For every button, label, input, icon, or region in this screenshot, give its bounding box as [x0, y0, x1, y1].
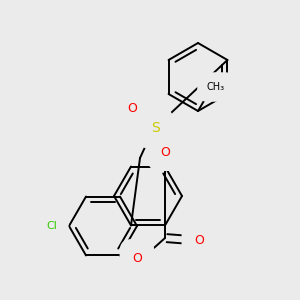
Text: O: O: [132, 251, 142, 265]
Text: CH₃: CH₃: [207, 82, 225, 92]
Text: S: S: [151, 121, 159, 135]
Text: O: O: [127, 101, 137, 115]
Text: O: O: [194, 233, 204, 247]
Text: O: O: [160, 146, 170, 158]
Text: Cl: Cl: [46, 221, 57, 231]
